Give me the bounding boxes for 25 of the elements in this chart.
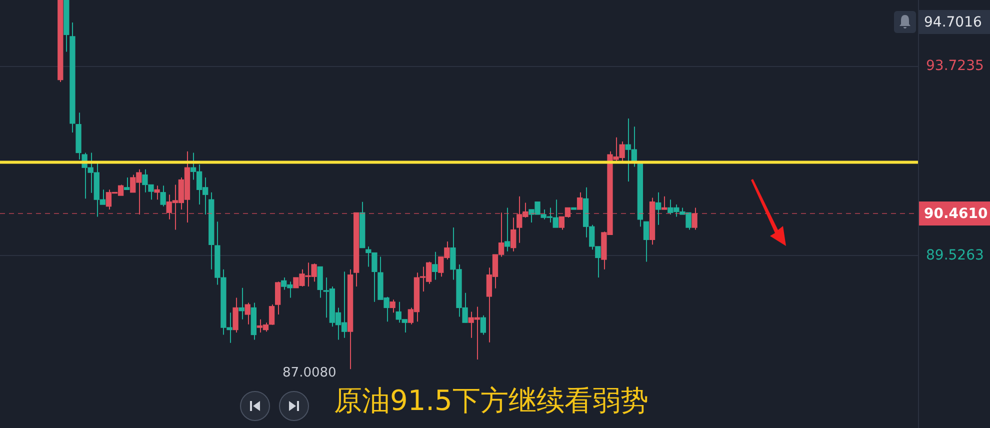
text: 原油91.5下方继续看弱势 [334,383,648,419]
candlestick [643,221,650,262]
candlestick [238,287,244,320]
candlestick [432,251,438,280]
annotation: 87.0080 [282,365,336,380]
candlestick [662,196,668,210]
candlestick [154,185,160,200]
candlestick [504,207,510,252]
candlestick [268,304,275,326]
candlestick [576,192,583,210]
ref-line-label: 90.4610 [924,206,988,222]
candlestick [160,185,166,207]
y-tick-label: 93.7235 [926,58,984,74]
candlestick [232,297,238,333]
candlestick [274,281,281,315]
y-tick-label: 89.5263 [926,247,984,264]
candlestick [510,217,516,252]
text: 94.7016 [924,14,982,31]
candlestick [692,207,698,230]
candlestick [480,314,486,336]
candlestick [244,302,250,325]
candlestick [390,299,396,314]
candlestick [655,192,662,226]
candlestick [317,266,323,298]
candlestick [124,177,130,190]
